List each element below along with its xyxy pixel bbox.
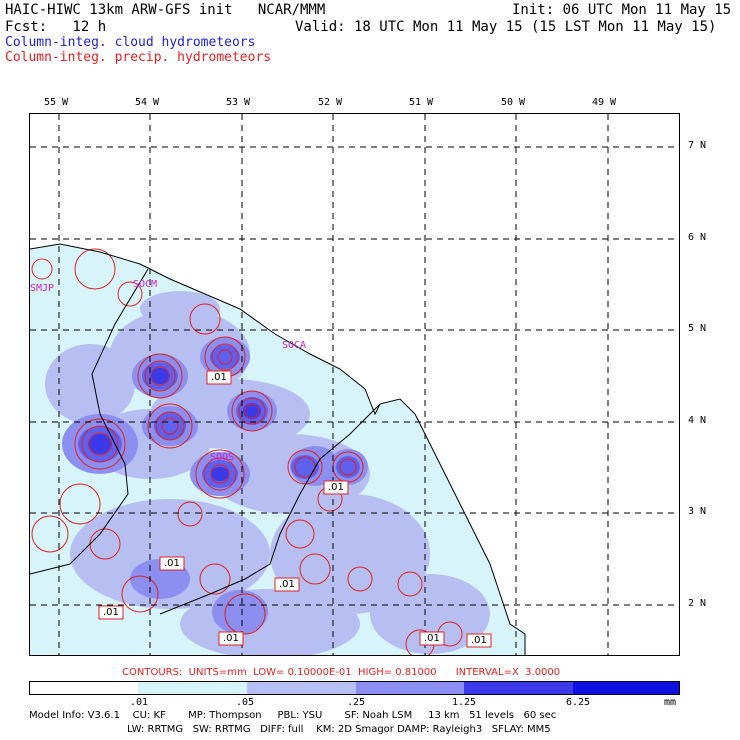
lat-label: 3 N	[688, 506, 707, 517]
contour-label: .01	[424, 633, 440, 644]
lon-label: 54 W	[135, 97, 160, 108]
colorbar-tick: .01	[130, 697, 149, 708]
station-label: SOCA	[282, 340, 307, 351]
colorbar-tick: .05	[236, 697, 255, 708]
valid-time: Valid: 18 UTC Mon 11 May 15 (15 LST Mon …	[295, 19, 717, 35]
model-info-line2: LW: RRTMG SW: RRTMG DIFF: full KM: 2D Sm…	[127, 724, 551, 735]
contour-label: .01	[279, 579, 295, 590]
model-info-line1: Model Info: V3.6.1 CU: KF MP: Thompson P…	[29, 710, 557, 721]
model-title: HAIC-HIWC 13km ARW-GFS init NCAR/MMM	[5, 2, 326, 18]
lon-label: 53 W	[226, 97, 251, 108]
colorbar-tick: .25	[347, 697, 366, 708]
colorbar-segment	[138, 682, 247, 694]
station-label: SMJP	[30, 283, 55, 294]
colorbar-segment	[356, 682, 464, 694]
lat-label: 6 N	[688, 232, 707, 243]
colorbar-segment	[573, 682, 679, 694]
colorbar-segment	[30, 682, 138, 694]
station-label: SOCM	[133, 279, 158, 290]
colorbar-tick: 6.25	[566, 697, 591, 708]
field-cloud-label: Column-integ. cloud hydrometeors	[5, 35, 256, 50]
init-time: Init: 06 UTC Mon 11 May 15	[512, 2, 732, 18]
contour-label: .01	[328, 482, 344, 493]
lat-label: 2 N	[688, 598, 707, 609]
contour-label: .01	[103, 607, 119, 618]
precip-contours	[31, 248, 463, 655]
cloud-shading	[30, 244, 525, 655]
contour-label: .01	[471, 635, 487, 646]
contour-label-group	[98, 370, 492, 648]
coastline	[30, 243, 526, 655]
lon-label: 49 W	[592, 97, 617, 108]
map-panel: .01 .01 .01 .01 .01 .01 .01 .01 SMJP SOC…	[29, 113, 680, 656]
lon-label: 52 W	[318, 97, 343, 108]
contour-label: .01	[164, 558, 180, 569]
map-canvas	[30, 114, 679, 655]
lat-label: 7 N	[688, 140, 707, 151]
colorbar-segment	[247, 682, 356, 694]
lon-label: 51 W	[409, 97, 434, 108]
lon-label: 50 W	[501, 97, 526, 108]
lat-label: 4 N	[688, 415, 707, 426]
colorbar	[29, 681, 680, 695]
lon-label: 55 W	[44, 97, 69, 108]
colorbar-segment	[464, 682, 573, 694]
contour-label: .01	[211, 372, 227, 383]
contour-label: .01	[223, 633, 239, 644]
forecast-hour: Fcst: 12 h	[5, 19, 107, 35]
station-label: SOOS	[210, 452, 235, 463]
lat-label: 5 N	[688, 323, 707, 334]
colorbar-tick: 1.25	[452, 697, 477, 708]
contour-info: CONTOURS: UNITS=mm LOW= 0.10000E-01 HIGH…	[122, 667, 561, 678]
colorbar-unit: mm	[664, 697, 677, 708]
field-precip-label: Column-integ. precip. hydrometeors	[5, 50, 272, 65]
